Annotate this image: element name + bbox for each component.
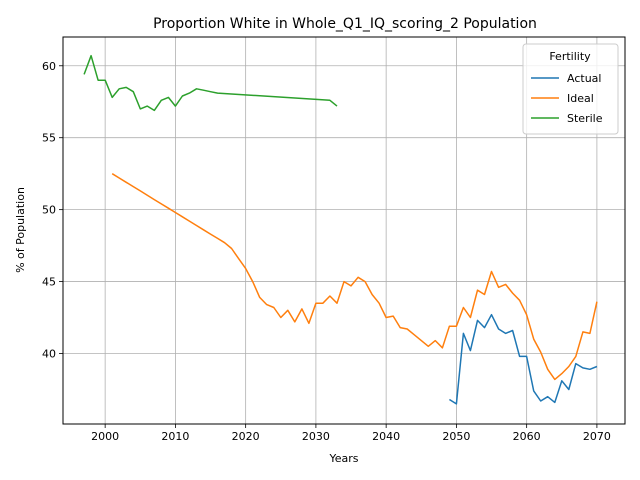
y-tick-label: 50 (42, 204, 56, 217)
y-tick-label: 45 (42, 276, 56, 289)
legend-label-sterile: Sterile (567, 112, 603, 125)
x-tick-label: 2020 (232, 430, 260, 443)
y-tick-label: 60 (42, 60, 56, 73)
x-tick-label: 2060 (513, 430, 541, 443)
x-tick-label: 2050 (442, 430, 470, 443)
legend-title: Fertility (549, 50, 591, 63)
x-axis-label: Years (328, 452, 358, 465)
x-tick-label: 2030 (302, 430, 330, 443)
y-axis-label: % of Population (14, 187, 27, 273)
legend-label-ideal: Ideal (567, 92, 594, 105)
y-tick-label: 55 (42, 132, 56, 145)
x-tick-label: 2070 (583, 430, 611, 443)
chart-title: Proportion White in Whole_Q1_IQ_scoring_… (153, 16, 537, 32)
x-tick-label: 2000 (91, 430, 119, 443)
y-tick-label: 40 (42, 348, 56, 361)
legend-label-actual: Actual (567, 72, 601, 85)
x-tick-label: 2010 (161, 430, 189, 443)
legend: Fertility Actual Ideal Sterile (523, 44, 618, 134)
x-tick-label: 2040 (372, 430, 400, 443)
